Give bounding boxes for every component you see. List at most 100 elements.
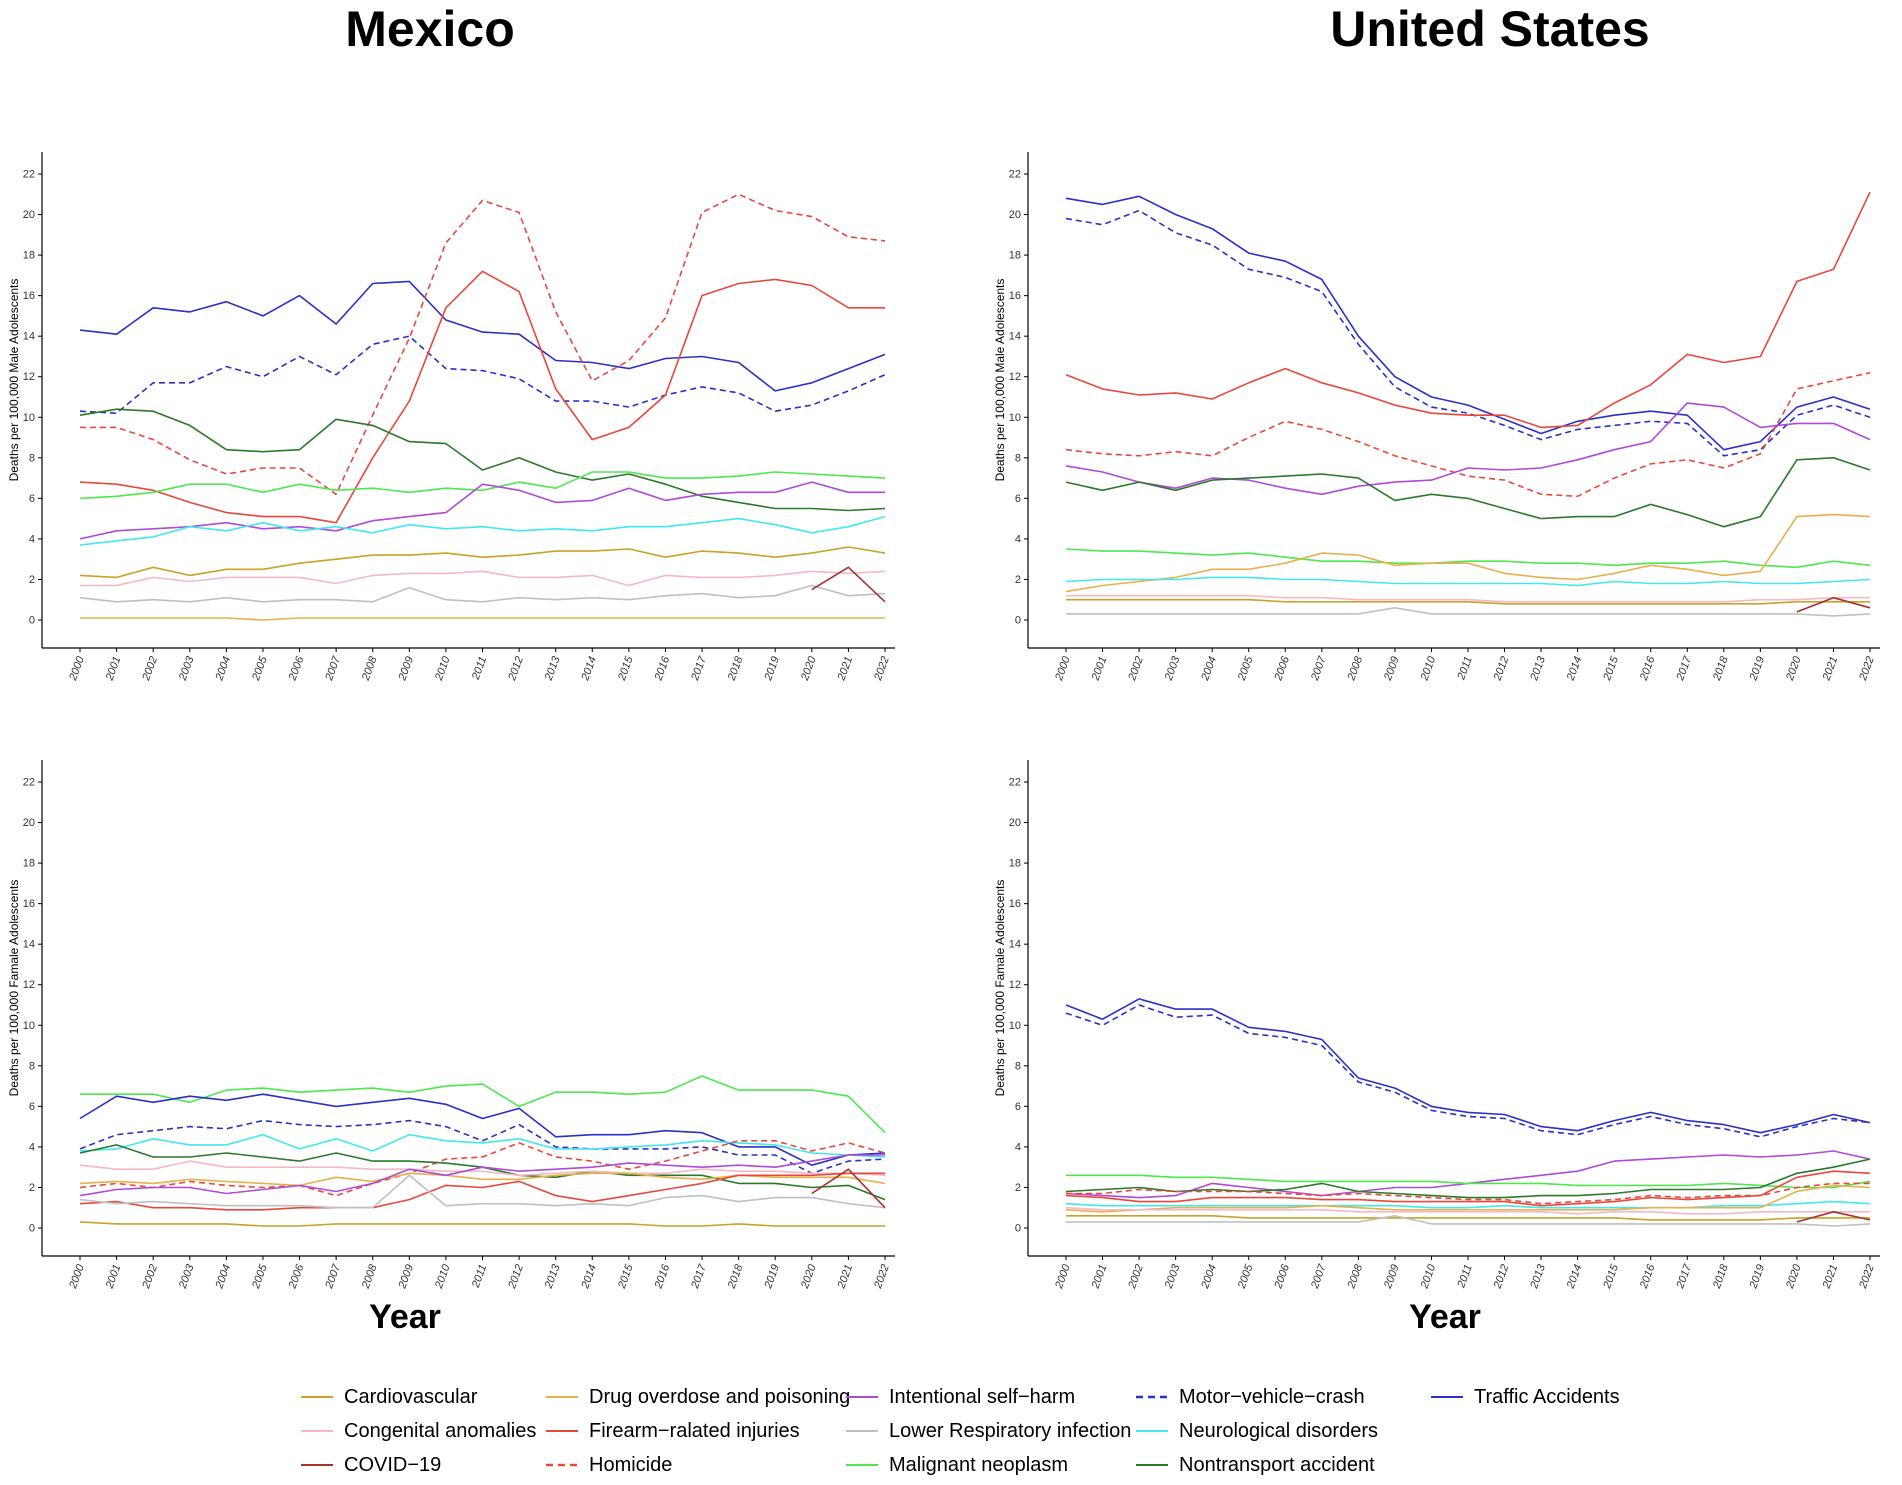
x-tick-label: 2016	[1638, 654, 1658, 683]
legend-label: Firearm−ralated injuries	[589, 1419, 800, 1442]
x-tick-label: 2012	[506, 1263, 526, 1291]
x-tick-label: 2003	[177, 654, 197, 683]
x-tick-label: 2011	[1455, 1263, 1475, 1290]
x-tick-label: 2017	[1674, 654, 1694, 683]
x-tick-label: 2013	[1528, 654, 1548, 683]
series-line-congen	[1065, 1206, 1870, 1215]
x-tick-label: 2017	[689, 654, 709, 683]
y-tick-label: 14	[1009, 939, 1021, 951]
legend: Cardiovascular Congenital anomalies COVID−…	[300, 1382, 1700, 1482]
x-tick-label: 2006	[1272, 1262, 1292, 1291]
x-tick-label: 2018	[725, 654, 745, 683]
x-tick-label: 2001	[1089, 1263, 1109, 1291]
x-tick-label: 2019	[1747, 1263, 1767, 1291]
x-tick-label: 2007	[323, 1262, 343, 1291]
x-tick-label: 2013	[1528, 1262, 1548, 1291]
x-tick-label: 2012	[1491, 655, 1511, 683]
x-tick-label: 2005	[1236, 654, 1256, 683]
x-tick-label: 2015	[616, 1262, 636, 1291]
y-tick-label: 20	[1009, 817, 1021, 829]
series-line-lri	[1066, 1215, 1871, 1227]
series-line-nontransport	[79, 408, 886, 512]
series-line-mvc	[1065, 209, 1871, 457]
legend-item-neoplasm: Malignant neoplasm	[845, 1450, 1068, 1480]
x-tick-label: 2009	[396, 1263, 416, 1291]
y-tick-label: 0	[29, 1223, 35, 1235]
series-line-lri	[79, 1174, 886, 1209]
x-tick-label: 2012	[1491, 1263, 1511, 1291]
series-line-congen	[80, 570, 886, 587]
x-tick-label: 2018	[1711, 1262, 1731, 1291]
y-tick-label: 8	[1015, 1060, 1021, 1072]
y-tick-label: 0	[1015, 1223, 1021, 1235]
y-tick-label: 20	[1009, 209, 1021, 221]
series-line-cardio	[79, 1221, 885, 1227]
legend-swatch-mvc	[1136, 1395, 1168, 1399]
legend-swatch-nontransport	[1136, 1464, 1168, 1466]
series-line-neoplasm	[80, 1075, 886, 1134]
series-line-homicide	[1065, 371, 1871, 498]
legend-item-nontransport: Nontransport accident	[1135, 1450, 1375, 1480]
series-line-covid	[811, 566, 886, 603]
legend-item-homicide: Homicide	[545, 1450, 672, 1480]
series-line-selfharm	[1065, 402, 1871, 496]
y-tick-label: 20	[23, 209, 35, 221]
y-tick-label: 4	[29, 1141, 35, 1153]
y-tick-label: 2	[29, 1182, 35, 1194]
x-tick-label: 2002	[140, 655, 160, 683]
legend-item-lri: Lower Respiratory infection	[845, 1416, 1131, 1446]
x-tick-label: 2019	[1747, 655, 1767, 683]
legend-swatch-neuro	[1136, 1430, 1168, 1432]
series-line-firearm	[79, 270, 885, 524]
series-line-cardio	[1066, 598, 1870, 605]
y-tick-label: 16	[1009, 290, 1021, 302]
series-line-firearm	[79, 1172, 885, 1211]
y-axis-label: Deaths per 100,000 Famale Adolescents	[7, 880, 21, 1097]
x-tick-label: 2020	[799, 1262, 819, 1291]
series-line-traffic	[1065, 998, 1871, 1134]
series-line-neoplasm	[79, 471, 886, 500]
y-tick-label: 20	[23, 817, 35, 829]
y-tick-label: 18	[23, 250, 35, 262]
x-tick-label: 2008	[1345, 1262, 1365, 1291]
x-tick-label: 2018	[725, 1262, 745, 1291]
x-tick-label: 2016	[652, 654, 672, 683]
x-tick-label: 2014	[579, 1263, 599, 1291]
x-tick-label: 2008	[360, 1262, 380, 1291]
x-tick-label: 2000	[1053, 1262, 1073, 1291]
series-line-drug	[80, 617, 885, 621]
legend-item-mvc: Motor−vehicle−crash	[1135, 1382, 1365, 1412]
series-line-nontransport	[1065, 457, 1871, 528]
y-tick-label: 14	[23, 331, 35, 343]
legend-label: Nontransport accident	[1179, 1453, 1375, 1476]
x-tick-label: 2000	[67, 654, 87, 683]
x-tick-label: 2005	[250, 1262, 270, 1291]
x-tick-label: 2004	[1199, 1263, 1219, 1291]
series-line-firearm	[1065, 191, 1871, 429]
series-line-nontransport	[79, 1144, 886, 1201]
series-line-lri	[1066, 607, 1871, 617]
legend-item-traffic: Traffic Accidents	[1430, 1382, 1620, 1412]
x-tick-label: 2022	[872, 655, 892, 683]
y-tick-label: 22	[23, 777, 35, 789]
x-tick-label: 2013	[543, 654, 563, 683]
x-tick-label: 2006	[1272, 654, 1292, 683]
series-line-neuro	[1065, 576, 1871, 587]
series-line-cardio	[79, 546, 886, 579]
series-line-firearm	[1065, 1170, 1871, 1207]
legend-item-congen: Congenital anomalies	[300, 1416, 536, 1446]
x-tick-label: 2007	[1309, 654, 1329, 683]
x-tick-label: 2011	[1455, 655, 1475, 682]
series-line-mvc	[1065, 1004, 1871, 1138]
series-line-traffic	[79, 280, 886, 392]
y-axis-label: Deaths per 100,000 Male Adolescents	[993, 279, 1007, 482]
series-line-homicide	[79, 1140, 886, 1197]
legend-swatch-drug	[546, 1396, 578, 1398]
y-tick-label: 12	[23, 979, 35, 991]
x-tick-label: 2006	[286, 1262, 306, 1291]
x-tick-label: 2018	[1711, 654, 1731, 683]
x-tick-label: 2014	[1564, 655, 1584, 683]
x-tick-label: 2021	[835, 655, 855, 683]
